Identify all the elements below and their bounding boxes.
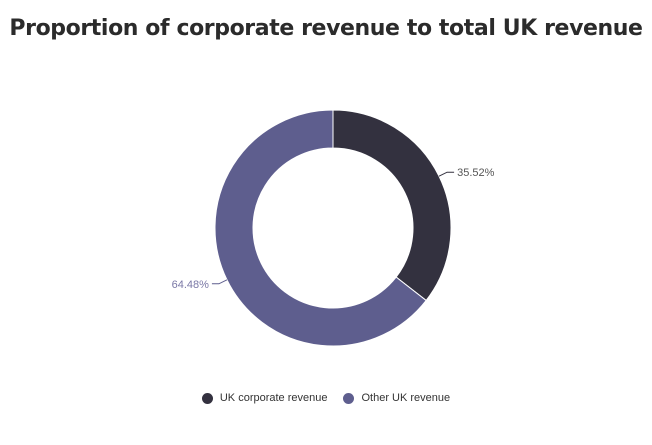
legend-item-other-uk-revenue[interactable]: Other UK revenue [343,392,450,404]
legend-swatch-other-uk-revenue [343,392,355,404]
data-label-other-uk-revenue: 64.48% [172,279,210,291]
donut-labels: 35.52% 64.48% [172,167,495,291]
chart-title: Proportion of corporate revenue to total… [9,16,643,41]
data-label-uk-corporate-revenue: 35.52% [457,167,495,179]
donut-slice-other-uk-revenue[interactable] [214,109,427,347]
label-leader-other-uk-revenue [211,279,228,285]
donut-slice-uk-corporate-revenue[interactable] [332,109,452,302]
chart-legend: UK corporate revenue Other UK revenue [0,392,652,404]
label-leader-uk-corporate-revenue [438,171,455,177]
donut-slices [214,109,452,347]
legend-label-other-uk-revenue: Other UK revenue [361,392,451,404]
legend-swatch-uk-corporate-revenue [201,392,213,404]
legend-label-uk-corporate-revenue: UK corporate revenue [219,392,328,404]
legend-item-uk-corporate-revenue[interactable]: UK corporate revenue [201,392,328,404]
